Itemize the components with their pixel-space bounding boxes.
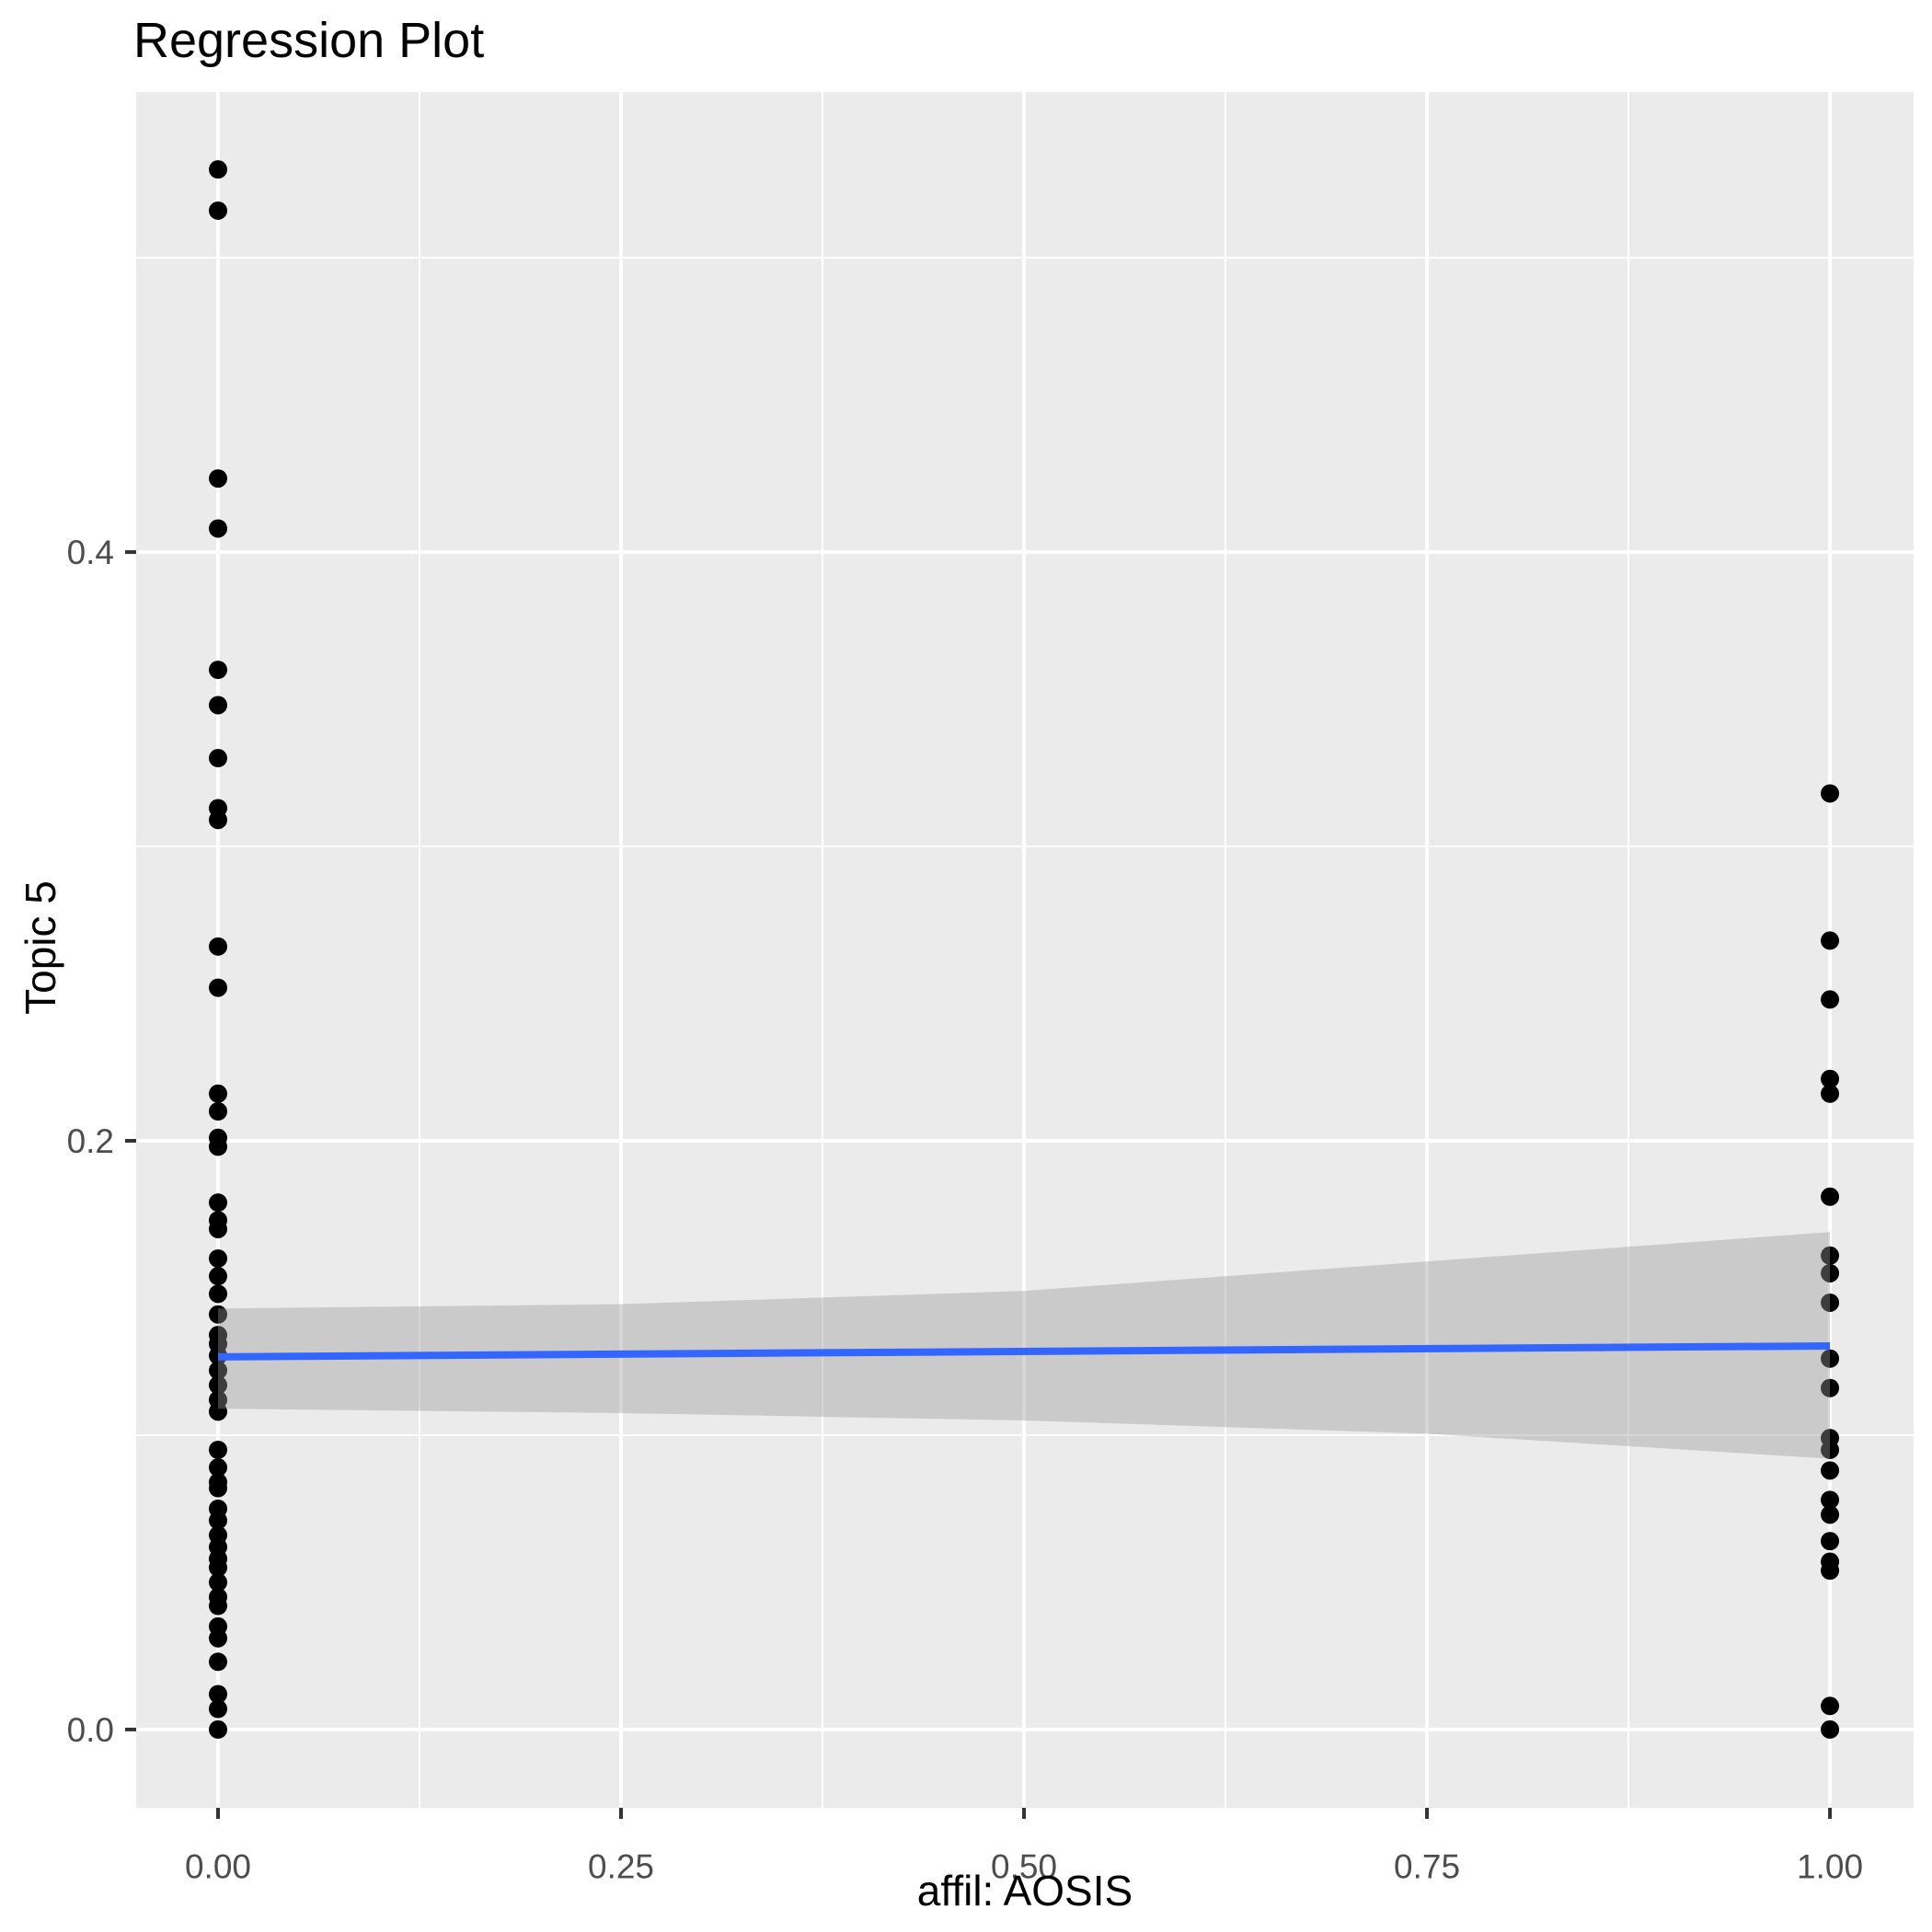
regression-line bbox=[217, 1341, 1831, 1361]
data-point bbox=[1821, 1349, 1840, 1368]
data-point bbox=[209, 1628, 228, 1648]
y-tick-label: 0.0 bbox=[67, 1711, 114, 1749]
data-point bbox=[1821, 1719, 1840, 1739]
data-point bbox=[209, 519, 228, 538]
data-point bbox=[209, 1361, 228, 1380]
data-point bbox=[209, 1137, 228, 1156]
data-point bbox=[209, 1685, 228, 1704]
data-point bbox=[1821, 931, 1840, 950]
data-point bbox=[209, 201, 228, 220]
data-point bbox=[209, 1699, 228, 1719]
data-point bbox=[209, 1596, 228, 1616]
data-point bbox=[209, 1219, 228, 1238]
data-point bbox=[209, 1267, 228, 1286]
data-point bbox=[209, 1458, 228, 1478]
data-point bbox=[1821, 1187, 1840, 1206]
data-point bbox=[1821, 1378, 1840, 1397]
data-point bbox=[1821, 1069, 1840, 1088]
data-point bbox=[209, 1478, 228, 1498]
data-point bbox=[1821, 1263, 1840, 1282]
data-point bbox=[209, 1440, 228, 1459]
data-point bbox=[209, 1101, 228, 1121]
data-point bbox=[209, 1402, 228, 1421]
data-point bbox=[1821, 1440, 1840, 1459]
x-tick-label: 1.00 bbox=[1797, 1847, 1863, 1885]
y-axis-title: Topic 5 bbox=[17, 880, 64, 1015]
y-tick-label: 0.2 bbox=[67, 1122, 114, 1160]
data-point bbox=[209, 1652, 228, 1672]
data-point bbox=[1821, 784, 1840, 803]
data-point bbox=[209, 749, 228, 768]
x-tick-label: 0.75 bbox=[1394, 1847, 1460, 1885]
data-point bbox=[1821, 990, 1840, 1009]
data-point bbox=[209, 1284, 228, 1304]
data-point bbox=[1821, 1696, 1840, 1716]
data-point bbox=[209, 469, 228, 489]
y-tick-label: 0.4 bbox=[67, 534, 114, 571]
x-tick-label: 0.00 bbox=[185, 1847, 251, 1885]
data-point bbox=[209, 1719, 228, 1739]
data-point bbox=[209, 1572, 228, 1592]
data-point bbox=[209, 696, 228, 715]
data-point bbox=[209, 1305, 228, 1324]
data-point bbox=[209, 1084, 228, 1103]
confidence-band bbox=[218, 1232, 1831, 1459]
data-point bbox=[209, 1248, 228, 1268]
x-axis-title: affil: AOSIS bbox=[916, 1867, 1133, 1915]
data-point bbox=[209, 1193, 228, 1213]
data-point bbox=[1821, 1490, 1840, 1510]
data-point bbox=[1821, 1505, 1840, 1524]
plot-title: Regression Plot bbox=[133, 13, 485, 68]
data-point bbox=[1821, 1561, 1840, 1581]
data-point bbox=[209, 661, 228, 680]
data-point bbox=[1821, 1461, 1840, 1480]
data-point bbox=[209, 160, 228, 179]
data-point bbox=[209, 937, 228, 956]
data-point bbox=[1821, 1084, 1840, 1103]
data-point bbox=[209, 811, 228, 830]
x-tick-label: 0.50 bbox=[991, 1847, 1057, 1885]
data-point bbox=[1821, 1246, 1840, 1265]
data-point bbox=[1821, 1293, 1840, 1312]
data-point bbox=[209, 1375, 228, 1395]
data-point bbox=[209, 978, 228, 997]
data-point bbox=[1821, 1532, 1840, 1551]
data-point bbox=[209, 1511, 228, 1530]
data-point bbox=[209, 1558, 228, 1577]
x-tick-label: 0.25 bbox=[588, 1847, 654, 1885]
